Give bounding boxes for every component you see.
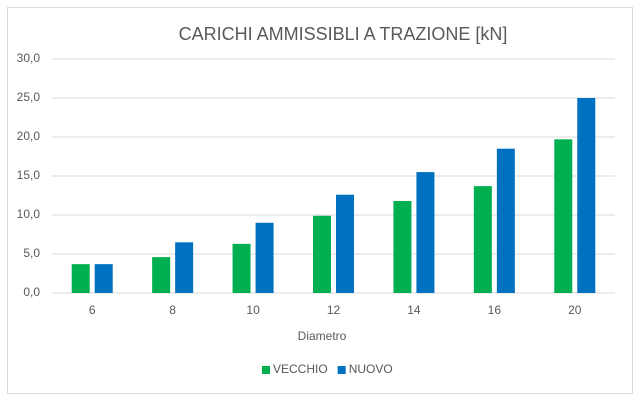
legend-label: NUOVO: [349, 362, 393, 376]
y-tick-label: 30,0: [17, 51, 41, 65]
x-tick-label: 12: [327, 303, 341, 317]
x-tick-label: 20: [568, 303, 582, 317]
bar: [577, 98, 596, 293]
bar: [313, 215, 331, 293]
x-tick-label: 6: [89, 303, 96, 317]
chart-frame: [7, 7, 633, 394]
bar: [473, 186, 492, 293]
x-tick-label: 10: [246, 303, 260, 317]
legend-label: VECCHIO: [273, 362, 328, 376]
bar: [232, 243, 251, 293]
bar: [255, 222, 274, 293]
y-tick-label: 25,0: [17, 90, 41, 104]
x-axis-label: Diametro: [298, 329, 347, 343]
y-tick-label: 15,0: [17, 168, 41, 182]
chart-title: CARICHI AMMISSIBLI A TRAZIONE [kN]: [179, 24, 508, 44]
x-tick-label: 14: [407, 303, 421, 317]
legend-swatch: [262, 366, 270, 374]
bar: [71, 264, 90, 293]
bar: [152, 257, 171, 293]
legend-swatch: [337, 366, 346, 374]
bar: [393, 200, 412, 293]
y-tick-label: 10,0: [17, 207, 41, 221]
y-tick-label: 0,0: [23, 285, 40, 299]
x-tick-label: 16: [488, 303, 502, 317]
y-tick-label: 5,0: [23, 246, 40, 260]
y-tick-label: 20,0: [17, 129, 41, 143]
bar: [94, 264, 113, 293]
bar: [554, 139, 573, 293]
bar: [416, 172, 435, 293]
bar: [175, 242, 194, 293]
bar: [496, 148, 515, 293]
x-tick-label: 8: [169, 303, 176, 317]
bar: [336, 194, 354, 293]
